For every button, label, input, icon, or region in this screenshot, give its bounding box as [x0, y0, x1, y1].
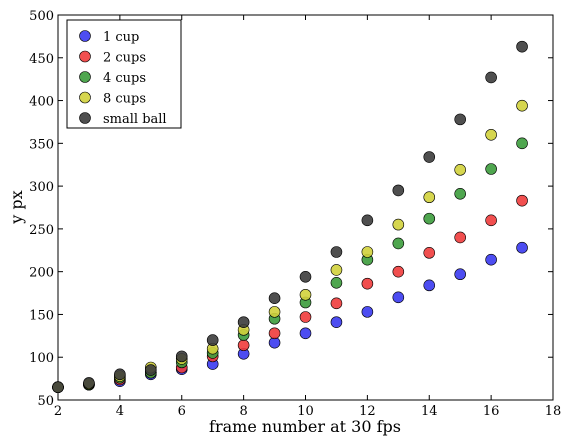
data-point	[485, 163, 497, 175]
data-point	[454, 188, 466, 200]
x-tick-label: 2	[54, 404, 62, 419]
x-tick-label: 10	[297, 404, 314, 419]
data-point	[114, 368, 126, 381]
x-tick-label: 4	[116, 404, 124, 419]
series-4-cups	[52, 137, 528, 393]
legend-label: 4 cups	[103, 71, 146, 86]
x-tick-label: 14	[421, 404, 438, 419]
data-point	[454, 164, 466, 176]
data-point	[330, 297, 343, 310]
data-point	[516, 99, 528, 112]
x-tick-label: 8	[239, 404, 247, 419]
data-point	[268, 327, 281, 340]
data-point	[361, 277, 374, 290]
series-small-ball	[52, 40, 528, 393]
y-tick-label: 400	[29, 95, 54, 110]
axis-ticks: 2 4 6 8 10 12 14 16 18 50 100 150 200 250 300 350 400 450…	[29, 9, 561, 419]
data-point	[516, 194, 528, 207]
legend: 1 cup 2 cups 4 cups 8 cups small ball	[66, 19, 182, 129]
legend-marker	[79, 71, 91, 83]
y-axis-label: y px	[7, 190, 26, 224]
data-point	[361, 306, 374, 318]
data-point	[392, 265, 405, 278]
data-point	[423, 279, 436, 292]
series-8-cups	[52, 99, 528, 393]
x-axis-label: frame number at 30 fps	[209, 417, 401, 436]
data-point	[268, 306, 281, 318]
data-point	[268, 292, 281, 304]
data-point	[392, 291, 405, 304]
y-tick-label: 150	[29, 308, 54, 323]
data-point	[299, 288, 312, 301]
y-tick-label: 250	[29, 223, 54, 238]
data-point	[299, 270, 312, 283]
data-point	[516, 40, 528, 53]
data-point	[423, 191, 436, 204]
data-point	[330, 246, 343, 258]
data-point	[423, 247, 436, 259]
y-tick-label: 200	[29, 266, 54, 281]
legend-marker	[79, 112, 91, 124]
x-tick-label: 6	[178, 404, 186, 419]
y-tick-label: 350	[29, 137, 54, 152]
data-point	[206, 334, 219, 346]
data-point	[423, 151, 436, 163]
data-points	[52, 40, 528, 393]
data-point	[83, 377, 95, 389]
data-point	[516, 241, 528, 254]
data-point	[392, 218, 405, 231]
data-point	[299, 327, 312, 340]
y-tick-label: 50	[37, 394, 54, 409]
data-point	[454, 113, 466, 126]
x-tick-label: 12	[359, 404, 376, 419]
data-point	[330, 264, 343, 276]
y-tick-label: 450	[29, 52, 54, 67]
data-point	[361, 246, 374, 258]
data-point	[52, 381, 64, 393]
y-tick-label: 500	[29, 9, 54, 24]
x-tick-label: 16	[483, 404, 500, 419]
data-point	[361, 214, 374, 227]
legend-label: 2 cups	[103, 51, 146, 66]
legend-label: small ball	[103, 112, 167, 127]
data-point	[392, 184, 405, 197]
legend-label: 8 cups	[103, 92, 146, 107]
data-point	[237, 316, 250, 328]
data-point	[485, 128, 497, 141]
data-point	[145, 364, 157, 376]
series-2-cups	[52, 194, 528, 393]
data-point	[485, 253, 497, 266]
x-tick-label: 18	[545, 404, 562, 419]
data-point	[330, 316, 343, 328]
data-point	[485, 214, 497, 227]
legend-marker	[79, 50, 91, 63]
data-point	[485, 71, 497, 84]
legend-marker	[79, 91, 91, 104]
legend-label: 1 cup	[103, 30, 139, 45]
data-point	[175, 350, 188, 363]
legend-marker	[79, 30, 91, 42]
data-point	[454, 231, 466, 244]
data-point	[454, 268, 466, 281]
y-tick-label: 300	[29, 180, 54, 195]
data-point	[516, 137, 528, 150]
data-point	[392, 237, 405, 250]
data-point	[237, 339, 250, 352]
data-point	[330, 276, 343, 289]
data-point	[423, 212, 436, 225]
y-tick-label: 100	[29, 351, 54, 366]
data-point	[299, 311, 312, 323]
